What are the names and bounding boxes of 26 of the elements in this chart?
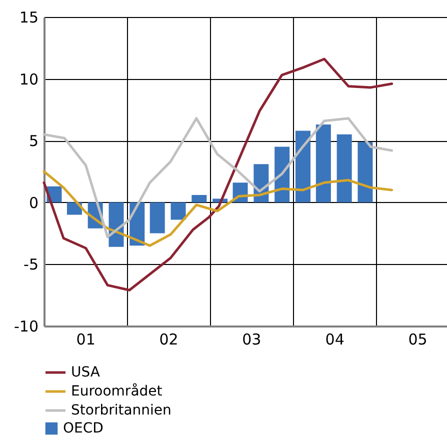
bar bbox=[295, 130, 310, 202]
x-tick-label: 01 bbox=[76, 330, 96, 348]
y-tick-label: -5 bbox=[24, 256, 38, 274]
bar bbox=[66, 202, 82, 215]
y-tick-label: 5 bbox=[28, 132, 38, 150]
bar bbox=[358, 142, 373, 202]
x-tick-label: 02 bbox=[159, 330, 178, 348]
line-series bbox=[42, 58, 394, 292]
bar bbox=[192, 194, 207, 202]
y-tick-label: 10 bbox=[19, 70, 38, 88]
bar bbox=[336, 134, 352, 202]
legend-label: Euroområdet bbox=[71, 382, 163, 400]
bar bbox=[316, 124, 331, 202]
y-tick-label: 15 bbox=[19, 8, 38, 26]
legend-label: Storbritannien bbox=[71, 402, 172, 418]
legend-label: USA bbox=[71, 364, 100, 380]
bar bbox=[150, 202, 165, 234]
line-series bbox=[42, 117, 394, 238]
bar bbox=[170, 202, 186, 220]
y-tick-label: -10 bbox=[14, 318, 38, 336]
x-tick-label: 04 bbox=[325, 330, 344, 348]
y-tick-label: 0 bbox=[28, 194, 38, 212]
legend-label: OECD bbox=[63, 420, 104, 436]
x-tick-label: 03 bbox=[242, 330, 262, 348]
line-series bbox=[42, 170, 394, 247]
x-tick-label: 05 bbox=[408, 330, 428, 348]
